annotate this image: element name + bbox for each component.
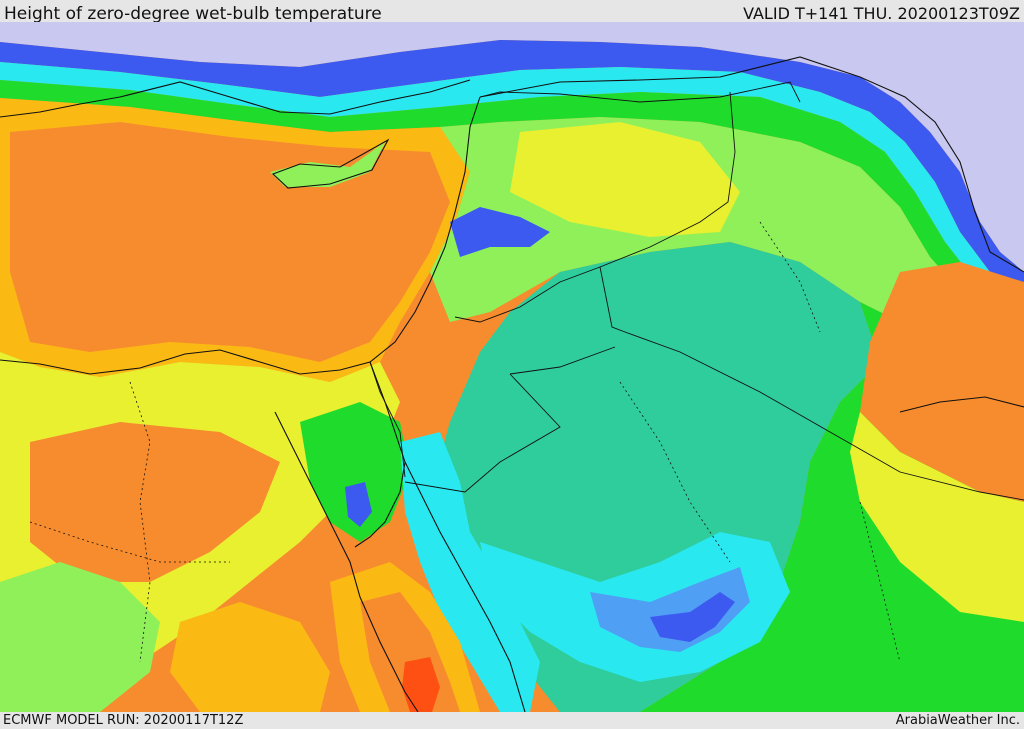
country-borders: [369, 81, 1024, 501]
north-very-low-zone: [0, 22, 1024, 272]
map-title: Height of zero-degree wet-bulb temperatu…: [4, 4, 382, 24]
iraq-yellow: [510, 122, 740, 237]
model-run-label: ECMWF MODEL RUN: 20200117T12Z: [3, 713, 244, 728]
north-green-band: [0, 80, 1024, 322]
valid-time: VALID T+141 THU. 20200123T09Z: [743, 4, 1020, 23]
saudi-red-spot: [402, 657, 440, 712]
gulf-yellow-zone: [850, 412, 1024, 622]
sinai-blue-spot: [345, 482, 372, 527]
map-canvas: [0, 22, 1024, 712]
north-blue-band: [0, 40, 1024, 297]
southwest-green: [0, 562, 160, 712]
credit-label: ArabiaWeather Inc.: [895, 713, 1020, 728]
gulf-orange-zone: [860, 262, 1024, 502]
south-deep-blue: [650, 592, 735, 642]
south-blue-zone: [590, 567, 750, 652]
egypt-orange-interior: [30, 422, 280, 582]
red-sea-coast-cyan: [400, 432, 540, 712]
weather-map[interactable]: [0, 22, 1024, 712]
coastlines: [0, 56, 1024, 712]
title-bar: Height of zero-degree wet-bulb temperatu…: [0, 0, 1024, 24]
dotted-boundaries: [29, 221, 901, 663]
footer-bar: ECMWF MODEL RUN: 20200117T12Z ArabiaWeat…: [0, 712, 1024, 729]
lebanon-blue: [450, 207, 550, 257]
north-cyan-band: [0, 62, 1024, 312]
southwest-amber: [170, 602, 330, 712]
sinai-green: [300, 402, 410, 542]
